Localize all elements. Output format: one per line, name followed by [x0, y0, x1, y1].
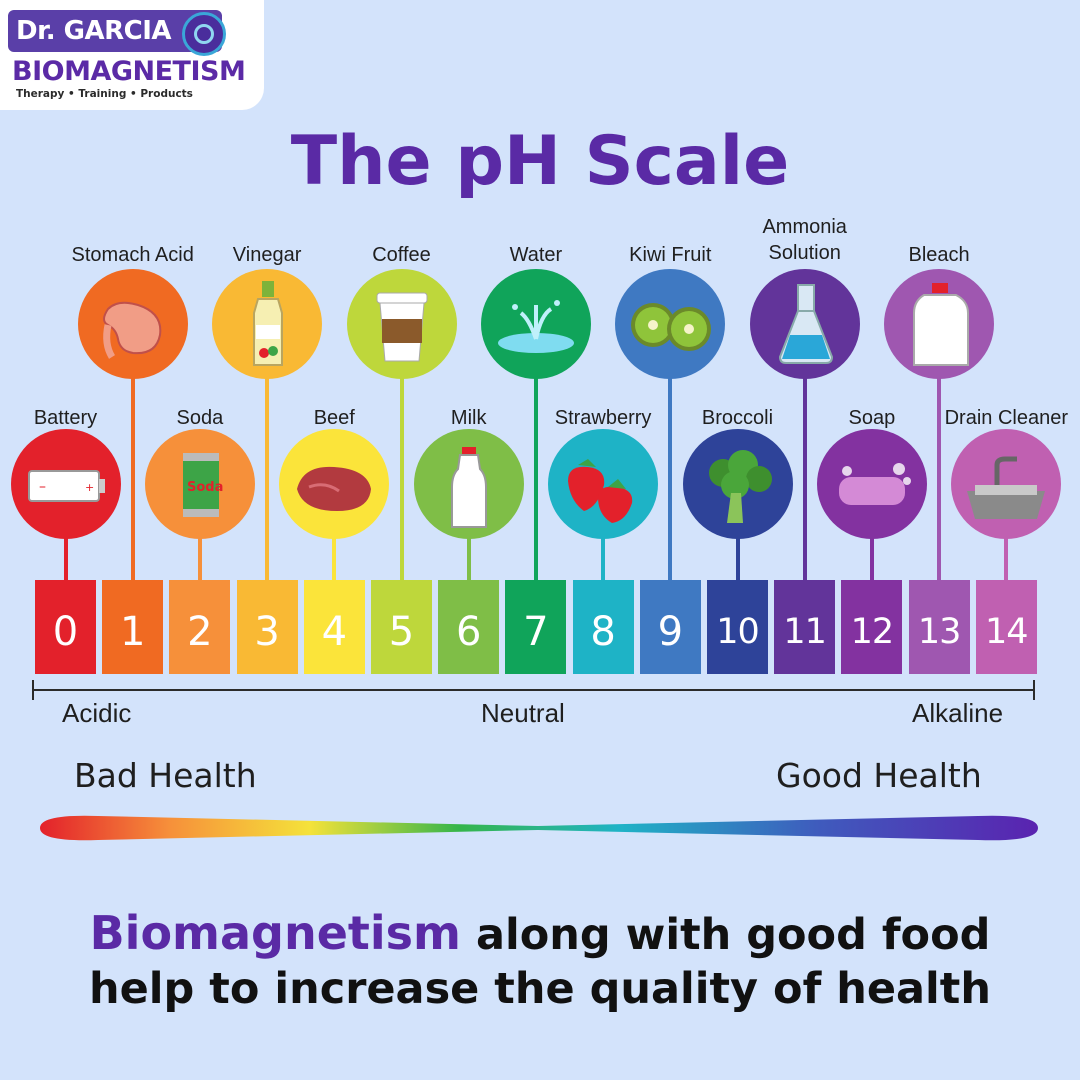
bleach-jug-icon [913, 283, 970, 366]
stem-broccoli [735, 529, 740, 580]
coffee-cup-icon [376, 292, 427, 362]
beef-icon [297, 466, 372, 511]
good-health-label: Good Health [776, 756, 982, 795]
logo-line3: Therapy • Training • Products [16, 88, 193, 100]
item-circle-soap [816, 429, 927, 539]
brand-logo: Dr. GARCIA BIOMAGNETISM Therapy • Traini… [0, 0, 264, 110]
strawberry-icon [568, 459, 633, 523]
item-circle-vinegar-bottle [212, 269, 323, 379]
item-circle-broccoli [682, 429, 793, 539]
item-label-vinegar-bottle: Vinegar [232, 244, 302, 266]
ph-box-0: 0 [35, 580, 96, 674]
vinegar-bottle-icon [253, 281, 284, 366]
ph-box-5: 5 [371, 580, 432, 674]
scale-line [32, 689, 1035, 691]
item-label-broccoli: Broccoli [701, 407, 774, 429]
scale-neutral-label: Neutral [481, 698, 565, 728]
stem-kiwi [668, 369, 673, 580]
battery-icon: – + [27, 470, 105, 502]
svg-text:Soda: Soda [187, 480, 223, 495]
item-label-bleach-jug: Bleach [908, 244, 970, 266]
item-circle-flask [749, 269, 860, 379]
stem-battery [63, 529, 68, 580]
logo-swirl-icon [182, 12, 226, 56]
tagline-line1: Biomagnetism along with good food [0, 906, 1080, 960]
tagline-line2: help to increase the quality of health [89, 964, 991, 1014]
stem-vinegar-bottle [265, 369, 270, 580]
sink-icon [967, 456, 1046, 519]
ph-box-14: 14 [975, 580, 1037, 674]
item-label-kiwi: Kiwi Fruit [629, 244, 712, 266]
item-circle-milk-bottle [413, 429, 524, 539]
stem-flask [802, 369, 807, 580]
item-circle-water-splash [480, 269, 591, 379]
milk-bottle-icon [450, 447, 487, 528]
stem-soap [869, 529, 874, 580]
stem-beef [332, 529, 337, 580]
ph-box-3: 3 [236, 580, 298, 674]
item-circle-coffee-cup [346, 269, 457, 379]
stem-strawberry [601, 529, 606, 580]
svg-text:+: + [85, 481, 94, 494]
ph-box-4: 4 [303, 580, 365, 674]
stem-sink [1004, 529, 1009, 580]
ph-box-9: 9 [639, 580, 701, 674]
stem-stomach [130, 369, 135, 580]
stem-coffee-cup [399, 369, 404, 580]
item-label-soda-can: Soda [176, 407, 224, 429]
item-label-beef: Beef [313, 407, 355, 429]
item-label-battery: Battery [33, 407, 98, 429]
ph-box-10: 10 [707, 580, 768, 674]
broccoli-icon [708, 450, 772, 523]
logo-line2: BIOMAGNETISM [12, 56, 246, 87]
ph-box-12: 12 [841, 580, 903, 674]
stem-water-splash [533, 369, 538, 580]
flask-icon [778, 284, 833, 364]
item-circle-strawberry [548, 429, 659, 539]
soap-icon [838, 463, 911, 505]
item-circle-bleach-jug [884, 269, 995, 379]
ph-box-7: 7 [505, 580, 567, 674]
item-label-soap: Soap [848, 407, 896, 429]
water-splash-icon [497, 300, 574, 353]
stomach-icon [102, 301, 161, 359]
item-label-milk-bottle: Milk [450, 407, 487, 429]
bad-health-label: Bad Health [74, 756, 257, 795]
stem-milk-bottle [466, 529, 471, 580]
stem-soda-can [197, 529, 202, 580]
health-gradient-bar [40, 815, 1038, 841]
ph-box-6: 6 [438, 580, 500, 674]
scale-alkaline-label: Alkaline [912, 698, 1004, 728]
item-label-water-splash: Water [509, 244, 563, 266]
item-circle-kiwi [615, 269, 726, 379]
tagline-line1-rest: along with good food [460, 910, 991, 960]
item-circle-beef [279, 429, 390, 539]
page-title: The pH Scale [290, 122, 790, 201]
svg-text:–: – [39, 479, 46, 495]
scale-end-left [32, 680, 34, 700]
ph-box-11: 11 [774, 580, 836, 674]
ph-box-13: 13 [908, 580, 970, 674]
item-label-coffee-cup: Coffee [372, 244, 431, 266]
item-label-stomach: Stomach Acid [71, 244, 194, 266]
kiwi-icon [631, 303, 712, 351]
item-label-sink: Drain Cleaner [944, 407, 1068, 429]
ph-box-8: 8 [572, 580, 634, 674]
scale-end-right [1033, 680, 1035, 700]
ph-box-1: 1 [102, 580, 164, 674]
item-circle-stomach [77, 269, 188, 379]
item-label-flask: Ammonia Solution [762, 216, 847, 264]
tagline-highlight: Biomagnetism [89, 906, 461, 960]
item-circle-soda-can: Soda [144, 429, 255, 539]
item-circle-sink [951, 429, 1062, 539]
stem-bleach-jug [937, 369, 942, 580]
item-label-strawberry: Strawberry [554, 407, 652, 429]
soda-can-icon: Soda [182, 453, 223, 517]
item-circle-battery: – + [10, 429, 121, 539]
scale-acidic-label: Acidic [62, 698, 132, 728]
ph-box-2: 2 [169, 580, 231, 674]
